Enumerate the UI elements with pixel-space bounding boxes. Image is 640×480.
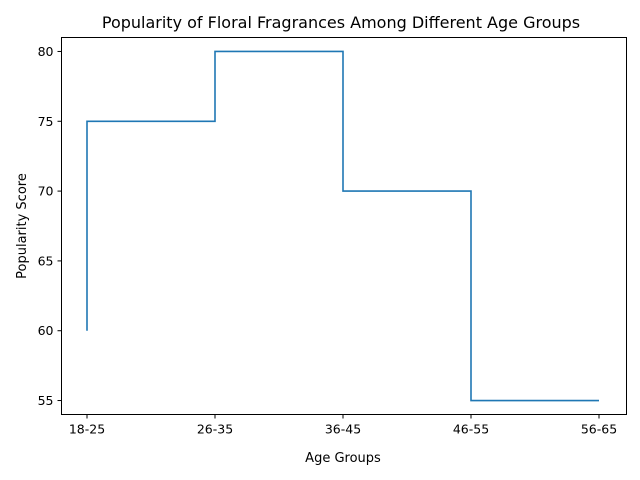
x-tick-label: 26-35 — [197, 422, 233, 437]
y-axis: 55 60 65 70 75 80 — [38, 44, 62, 408]
x-axis: 18-25 26-35 36-45 46-55 56-65 — [69, 414, 617, 437]
series-step-line — [86, 50, 599, 402]
y-tick-label: 60 — [38, 323, 54, 338]
x-axis-label: Age Groups — [305, 451, 381, 466]
y-tick-label: 75 — [38, 114, 54, 129]
x-tick-label: 46-55 — [453, 422, 489, 437]
y-tick-label: 70 — [38, 184, 54, 199]
y-axis-label: Popularity Score — [15, 173, 30, 279]
chart-title: Popularity of Floral Fragrances Among Di… — [102, 13, 580, 32]
x-tick-label: 56-65 — [581, 422, 617, 437]
x-tick-label: 36-45 — [325, 422, 361, 437]
y-tick-label: 65 — [38, 253, 54, 268]
y-tick-label: 80 — [38, 44, 54, 59]
y-tick-label: 55 — [38, 393, 54, 408]
x-tick-label: 18-25 — [69, 422, 105, 437]
plot-area-frame — [61, 37, 627, 415]
